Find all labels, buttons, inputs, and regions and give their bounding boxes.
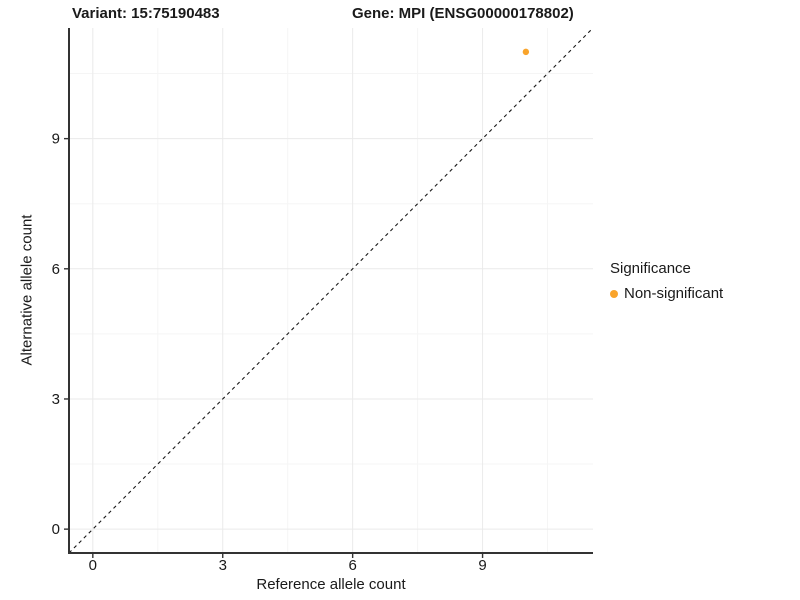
svg-text:9: 9 <box>52 131 60 148</box>
variant-title: Variant: 15:75190483 <box>72 5 220 22</box>
svg-text:0: 0 <box>52 521 60 538</box>
y-axis-label: Alternative allele count <box>18 214 36 366</box>
x-axis-label: Reference allele count <box>256 576 406 593</box>
svg-text:6: 6 <box>52 261 60 278</box>
legend-title: Significance <box>610 260 691 277</box>
axis-ticks <box>64 137 484 558</box>
svg-text:3: 3 <box>52 391 60 408</box>
minor-gridlines <box>69 28 593 553</box>
legend: Significance Non-significant <box>610 260 723 302</box>
legend-point-icon <box>610 289 618 298</box>
identity-line <box>68 27 594 554</box>
gene-title: Gene: MPI (ENSG00000178802) <box>352 5 574 22</box>
legend-item-label: Non-significant <box>624 285 724 302</box>
svg-text:6: 6 <box>348 557 356 574</box>
x-tick-labels: 0 3 6 9 <box>89 557 487 574</box>
svg-text:0: 0 <box>89 557 97 574</box>
svg-text:9: 9 <box>478 557 486 574</box>
major-gridlines <box>69 28 593 553</box>
y-tick-labels: 0 3 6 9 <box>52 131 60 538</box>
svg-text:3: 3 <box>219 557 227 574</box>
data-point <box>522 48 530 56</box>
legend-item-non-significant: Non-significant <box>610 285 723 302</box>
